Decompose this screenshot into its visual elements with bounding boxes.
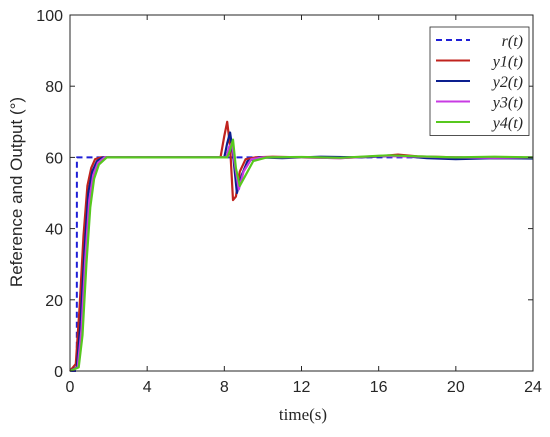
legend-label: r(t) [502,33,523,50]
x-tick-label: 24 [524,379,542,396]
y-tick-label: 20 [45,293,63,310]
x-tick-label: 12 [293,379,311,396]
series-line-y4 [69,138,534,373]
legend-label: y3(t) [491,95,523,112]
y-tick-label: 60 [45,150,63,167]
legend-label: y4(t) [491,115,523,132]
x-tick-label: 20 [447,379,465,396]
x-tick-label: 8 [220,379,229,396]
x-tick-label: 0 [66,379,75,396]
y-tick-label: 80 [45,79,63,96]
x-axis-label: time(s) [279,405,327,424]
x-tick-label: 16 [370,379,388,396]
y-axis-label: Reference and Output (°) [7,97,26,287]
legend: r(t) y1(t) y2(t) y3(t) y4(t) [429,26,530,136]
axes-layer: 0 4 8 12 16 20 24 0 20 40 60 80 100 [36,8,542,396]
legend-label: y1(t) [491,54,523,71]
y-tick-label: 40 [45,222,63,239]
y-tick-label: 100 [36,8,63,25]
legend-label: y2(t) [491,74,523,91]
x-tick-label: 4 [143,379,152,396]
y-tick-label: 0 [54,364,63,381]
